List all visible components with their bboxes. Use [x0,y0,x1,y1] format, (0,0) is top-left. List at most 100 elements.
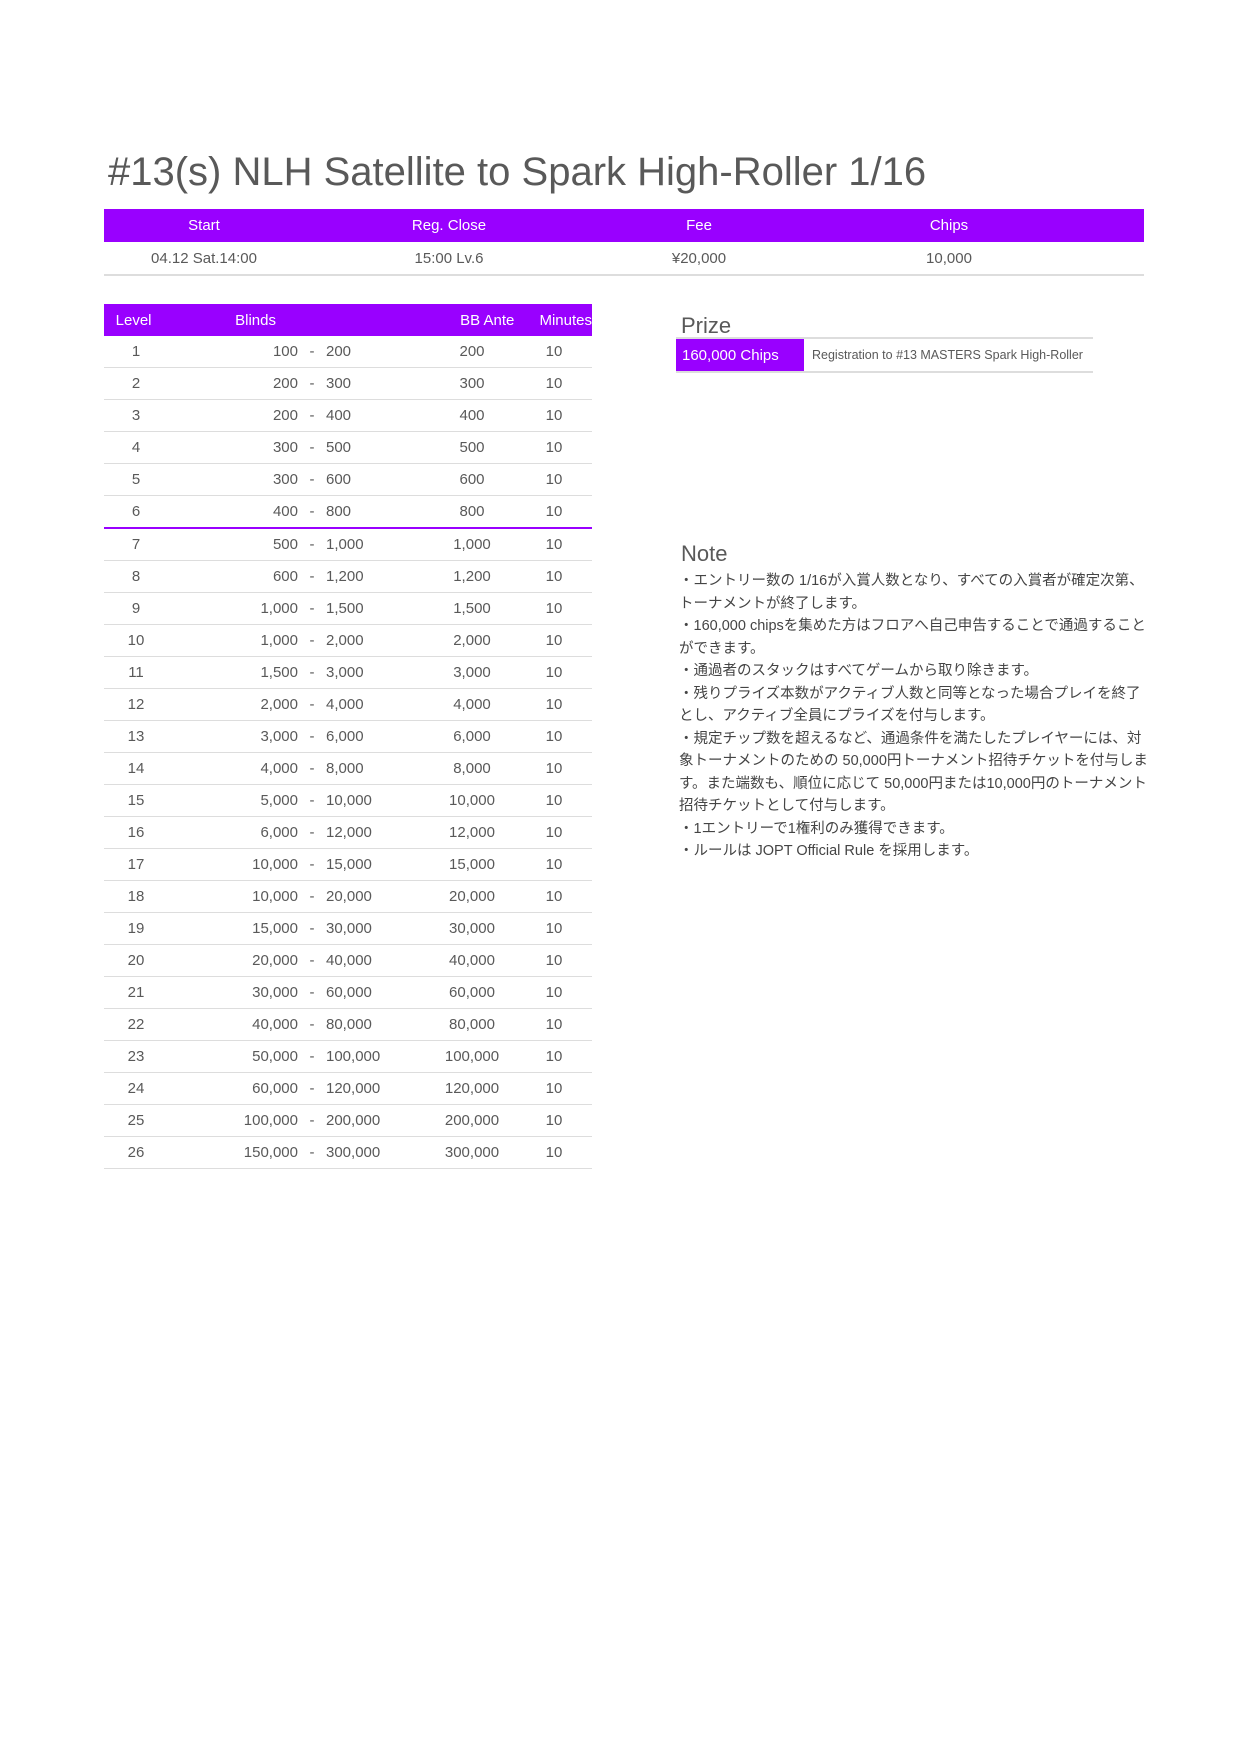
header-minutes: Minutes [539,311,592,329]
big-blind: 600 [326,471,352,488]
blinds-separator: - [309,1144,315,1161]
ante-cell: 120,000 [444,1080,500,1097]
small-blind: 100,000 [243,1112,298,1129]
ante-cell: 30,000 [449,920,495,937]
level-cell: 21 [127,984,145,1001]
level-cell: 23 [127,1048,145,1065]
ante-cell: 200 [459,343,485,360]
start-value: 04.12 Sat.14:00 [151,249,257,267]
minutes-cell: 10 [545,568,563,585]
minutes-cell: 10 [545,536,563,553]
ante-cell: 400 [459,407,485,424]
small-blind: 200 [272,407,298,424]
ante-cell: 200,000 [444,1112,500,1129]
level-cell: 10 [127,632,145,649]
table-row: 14 4,000-8,000 8,000 10 [104,753,592,785]
table-row: 15 5,000-10,000 10,000 10 [104,785,592,817]
blinds-separator: - [309,503,315,520]
blind-structure-table: Level Blinds BB Ante Minutes 1 100-200 200… [104,304,592,1169]
ante-cell: 15,000 [449,856,495,873]
ante-cell: 1,500 [453,600,491,617]
level-cell: 16 [127,824,145,841]
blinds-cell: 60,000-120,000 [168,1080,428,1097]
table-row: 8 600-1,200 1,200 10 [104,561,592,593]
blinds-separator: - [309,568,315,585]
blinds-cell: 6,000-12,000 [168,824,428,841]
blinds-cell: 50,000-100,000 [168,1048,428,1065]
blinds-cell: 100-200 [168,343,428,360]
ante-cell: 1,200 [453,568,491,585]
table-row: 12 2,000-4,000 4,000 10 [104,689,592,721]
note-line: ・通過者のスタックはすべてゲームから取り除きます。 [679,663,1039,679]
note-line: ・ルールは JOPT Official Rule を採用します。 [679,843,979,859]
header-reg-close: Reg. Close [411,217,487,234]
table-row: 13 3,000-6,000 6,000 10 [104,721,592,753]
minutes-cell: 10 [545,407,563,424]
blinds-cell: 10,000-20,000 [168,888,428,905]
blinds-separator: - [309,1112,315,1129]
blinds-cell: 1,000-2,000 [168,632,428,649]
minutes-cell: 10 [545,1016,563,1033]
table-row: 16 6,000-12,000 12,000 10 [104,817,592,849]
level-cell: 24 [127,1080,145,1097]
big-blind: 60,000 [326,984,372,1001]
level-cell: 3 [131,407,141,424]
header-level: Level [115,311,152,329]
small-blind: 40,000 [252,1016,298,1033]
minutes-cell: 10 [545,471,563,488]
small-blind: 100 [272,343,298,360]
minutes-cell: 10 [545,824,563,841]
big-blind: 100,000 [326,1048,381,1065]
blinds-cell: 300-500 [168,439,428,456]
header-chips: Chips [929,217,969,234]
ante-cell: 500 [459,439,485,456]
blinds-separator: - [309,984,315,1001]
tournament-info-table: Start Reg. Close Fee Chips 04.12 Sat.14:… [104,209,1144,276]
small-blind: 200 [272,375,298,392]
table-row: 23 50,000-100,000 100,000 10 [104,1041,592,1073]
table-row: 5 300-600 600 10 [104,464,592,496]
note-line: ・規定チップ数を超えるなど、通過条件を満たしたプレイヤーには、対象トーナメントの… [679,730,1148,815]
small-blind: 4,000 [260,760,298,777]
blinds-separator: - [309,696,315,713]
big-blind: 80,000 [326,1016,372,1033]
blinds-cell: 1,000-1,500 [168,600,428,617]
blinds-separator: - [309,824,315,841]
blinds-cell: 4,000-8,000 [168,760,428,777]
ante-cell: 60,000 [449,984,495,1001]
level-cell: 6 [131,503,141,520]
header-blinds: Blinds [235,311,276,329]
table-row: 20 20,000-40,000 40,000 10 [104,945,592,977]
table-row: 9 1,000-1,500 1,500 10 [104,593,592,625]
blinds-cell: 30,000-60,000 [168,984,428,1001]
header-bb-ante: BB Ante [460,311,515,329]
big-blind: 6,000 [326,728,364,745]
ante-cell: 80,000 [449,1016,495,1033]
blinds-separator: - [309,600,315,617]
blinds-cell: 200-300 [168,375,428,392]
blinds-cell: 150,000-300,000 [168,1144,428,1161]
big-blind: 3,000 [326,664,364,681]
ante-cell: 3,000 [453,664,491,681]
minutes-cell: 10 [545,888,563,905]
blinds-separator: - [309,1080,315,1097]
level-cell: 19 [127,920,145,937]
minutes-cell: 10 [545,664,563,681]
small-blind: 2,000 [260,696,298,713]
small-blind: 3,000 [260,728,298,745]
level-cell: 4 [131,439,141,456]
blinds-separator: - [309,952,315,969]
table-row: 21 30,000-60,000 60,000 10 [104,977,592,1009]
small-blind: 10,000 [252,856,298,873]
blinds-separator: - [309,375,315,392]
blinds-separator: - [309,1048,315,1065]
minutes-cell: 10 [545,856,563,873]
minutes-cell: 10 [545,952,563,969]
table-row: 19 15,000-30,000 30,000 10 [104,913,592,945]
table-row: 1 100-200 200 10 [104,336,592,368]
info-value-row: 04.12 Sat.14:00 15:00 Lv.6 ¥20,000 10,00… [104,242,1144,276]
level-cell: 22 [127,1016,145,1033]
big-blind: 800 [326,503,352,520]
big-blind: 1,500 [326,600,364,617]
